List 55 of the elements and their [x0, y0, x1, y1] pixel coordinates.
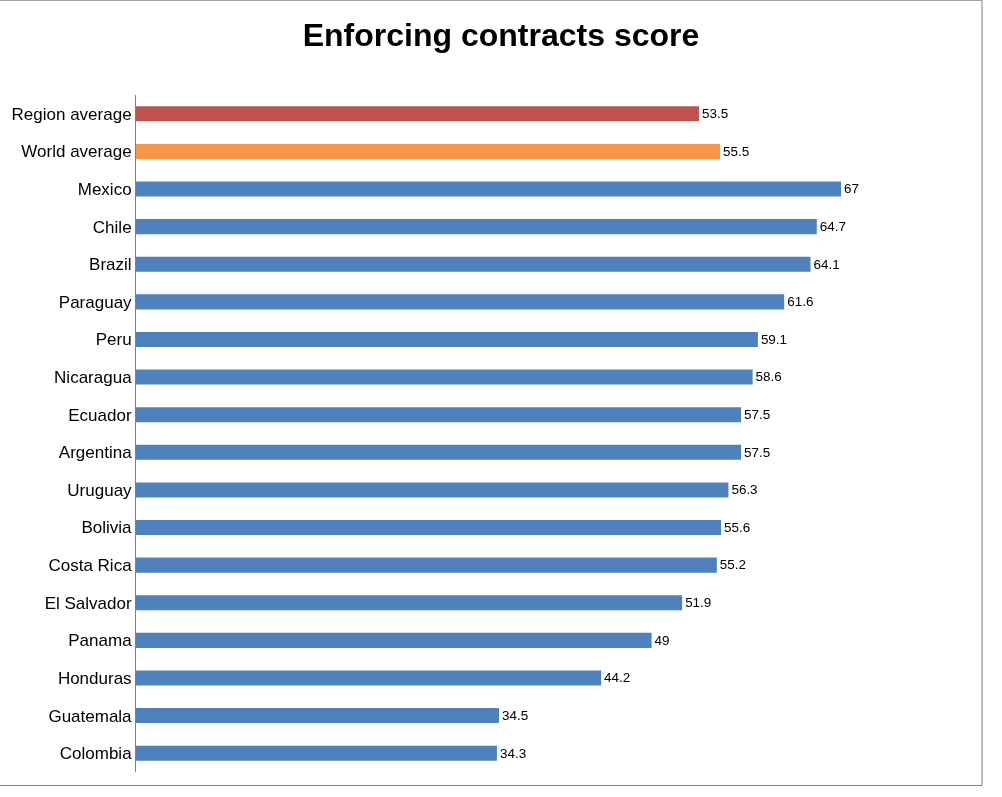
- bar: [136, 143, 720, 159]
- data-label: 55.6: [724, 519, 751, 535]
- y-tick-label: Guatemala: [48, 706, 133, 726]
- bar: [136, 106, 699, 122]
- y-tick-label: Paraguay: [58, 292, 133, 312]
- bar: [136, 407, 742, 423]
- y-tick-label: Peru: [95, 330, 132, 350]
- data-label: 55.2: [719, 557, 747, 573]
- y-tick-label: Nicaragua: [54, 368, 133, 388]
- bar: [136, 331, 758, 347]
- data-label: 59.1: [760, 331, 788, 347]
- data-label: 67: [844, 181, 859, 197]
- data-label: 64.1: [813, 256, 840, 272]
- data-label: 57.5: [744, 407, 771, 423]
- y-tick-label: Bolivia: [81, 518, 133, 538]
- data-label: 34.3: [499, 745, 527, 761]
- bar: [136, 369, 753, 385]
- bar: [136, 294, 785, 310]
- chart-title: Enforcing contracts score: [302, 17, 700, 54]
- bar: [136, 745, 497, 761]
- y-tick-label: Honduras: [57, 668, 132, 688]
- bar: [136, 595, 683, 611]
- data-label: 49: [654, 632, 670, 648]
- y-tick-label: Region average: [11, 104, 132, 124]
- y-tick-label: Panama: [68, 631, 133, 651]
- y-tick-label: El Salvador: [44, 593, 132, 613]
- bar: [136, 219, 817, 235]
- data-label: 64.7: [819, 218, 846, 234]
- y-tick-label: World average: [21, 142, 132, 162]
- data-label: 61.6: [787, 294, 814, 310]
- data-label: 55.5: [723, 143, 750, 159]
- y-tick-label: Costa Rica: [48, 556, 133, 576]
- data-label: 34.5: [502, 707, 529, 723]
- data-label: 51.9: [685, 595, 712, 611]
- bar: [136, 520, 722, 536]
- data-label: 58.6: [755, 369, 782, 385]
- y-tick-label: Ecuador: [68, 405, 132, 425]
- y-tick-label: Uruguay: [67, 480, 133, 500]
- bar: [136, 670, 602, 686]
- bar: [136, 632, 652, 648]
- bar: [136, 482, 729, 498]
- bar: [136, 557, 717, 573]
- data-label: 57.5: [744, 444, 771, 460]
- y-tick-label: Mexico: [77, 179, 132, 199]
- y-tick-label: Brazil: [89, 255, 132, 275]
- y-tick-label: Argentina: [58, 443, 133, 463]
- data-label: 53.5: [701, 106, 729, 122]
- bar: [136, 444, 742, 460]
- bar: [136, 181, 841, 197]
- y-tick-label: Chile: [92, 217, 132, 237]
- data-label: 56.3: [731, 482, 758, 498]
- y-tick-label: Colombia: [59, 744, 133, 764]
- data-label: 44.2: [604, 670, 631, 686]
- bar: [136, 256, 811, 272]
- bar: [136, 708, 500, 724]
